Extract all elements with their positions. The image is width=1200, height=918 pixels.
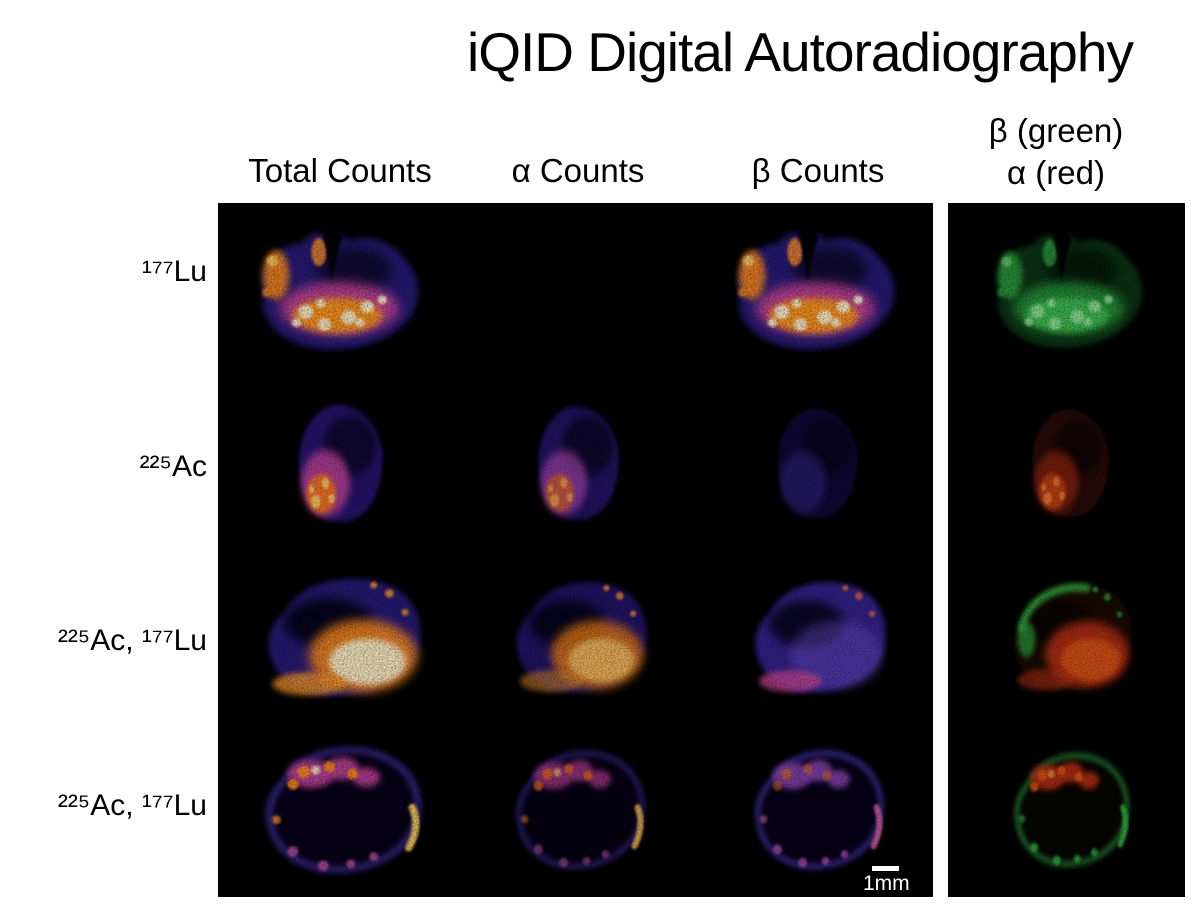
autoradiograph-image (1031, 409, 1109, 518)
column-header-beta-counts: β Counts (751, 152, 885, 189)
row-label-ac225-lu177-b: ²²⁵Ac, ¹⁷⁷Lu (57, 789, 207, 822)
cell-row4-total (218, 724, 456, 898)
cell-row1-beta (695, 203, 933, 377)
autoradiograph-image (996, 231, 1142, 348)
cell-row3-composite (948, 550, 1185, 724)
cell-row4-alpha (456, 724, 694, 898)
cell-row2-total (218, 377, 456, 551)
cell-row4-composite (948, 724, 1185, 898)
cell-row3-beta (695, 550, 933, 724)
right-image-panel (948, 203, 1185, 897)
cell-row3-alpha (456, 550, 694, 724)
autoradiograph-image (1014, 753, 1129, 867)
autoradiograph-image (538, 406, 620, 521)
figure-title: iQID Digital Autoradiography (467, 21, 1134, 83)
composite-header-line1: β (green) (988, 112, 1124, 149)
cell-row1-total (218, 203, 456, 377)
autoradiograph-image (777, 408, 857, 519)
composite-header-line2: α (red) (1007, 154, 1105, 191)
cell-row1-alpha (456, 203, 694, 377)
autoradiograph-image (755, 581, 886, 693)
column-header-total-counts: Total Counts (248, 152, 432, 189)
autoradiograph-image (268, 578, 421, 696)
left-image-panel (218, 203, 933, 897)
scale-bar-label: 1mm (863, 872, 910, 895)
cell-row2-alpha (456, 377, 694, 551)
cell-row2-beta (695, 377, 933, 551)
scale-bar (872, 866, 899, 871)
autoradiograph-image (738, 230, 895, 350)
autoradiograph-image (755, 751, 884, 870)
column-header-alpha-counts: α Counts (511, 152, 645, 189)
autoradiograph-image (266, 747, 421, 873)
cell-row1-composite (948, 203, 1185, 377)
column-header-composite: β (green) α (red) (956, 110, 1156, 194)
autoradiograph-image (261, 230, 419, 350)
row-label-ac225: ²²⁵Ac (139, 450, 207, 483)
cell-row3-total (218, 550, 456, 724)
cell-row4-beta (695, 724, 933, 898)
autoradiograph-image (1013, 583, 1132, 691)
autoradiograph-image (517, 581, 648, 693)
row-label-lu177: ¹⁷⁷Lu (141, 255, 207, 288)
autoradiograph-image (517, 751, 645, 870)
cell-row2-composite (948, 377, 1185, 551)
row-label-ac225-lu177-a: ²²⁵Ac, ¹⁷⁷Lu (57, 624, 207, 657)
autoradiograph-image (299, 405, 383, 523)
